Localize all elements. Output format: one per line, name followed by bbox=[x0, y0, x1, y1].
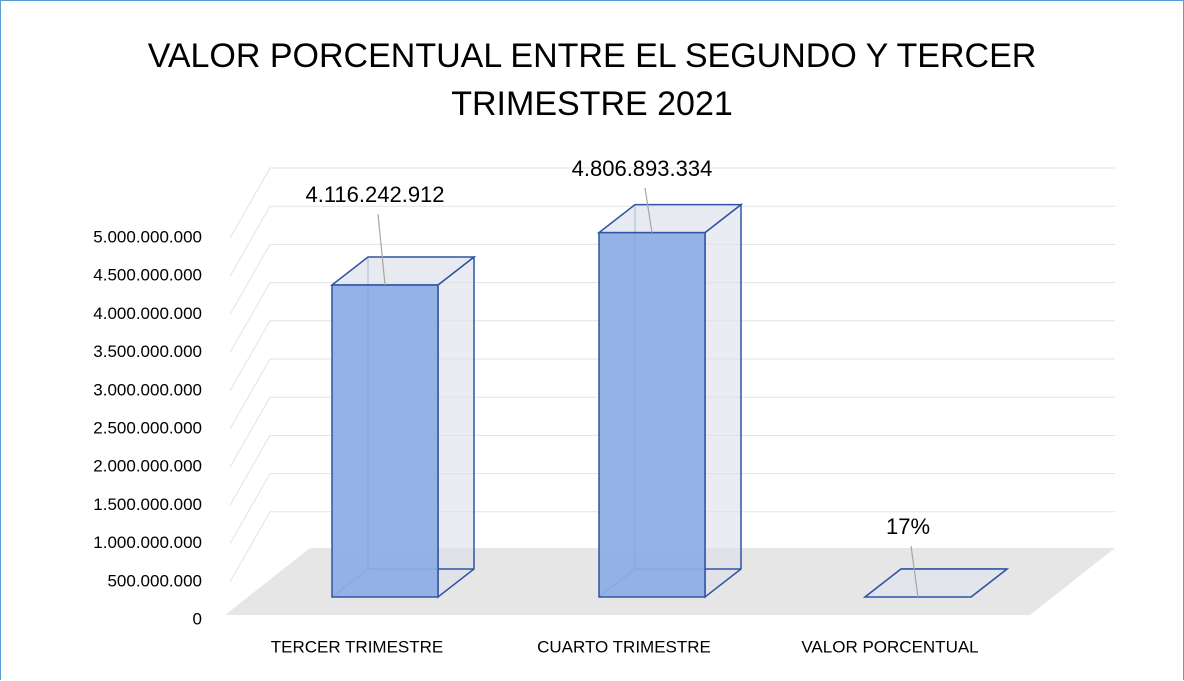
y-tick-label: 5.000.000.000 bbox=[93, 227, 202, 246]
grid-line bbox=[229, 205, 1115, 277]
leader-line bbox=[910, 545, 919, 598]
y-tick-label: 4.500.000.000 bbox=[93, 266, 202, 285]
grid-line bbox=[229, 243, 1115, 315]
y-tick-label: 0 bbox=[193, 609, 202, 628]
bar-side bbox=[704, 203, 742, 599]
bar bbox=[331, 284, 439, 598]
bar-top bbox=[862, 568, 1010, 598]
grid-line bbox=[229, 511, 1115, 583]
leader-line bbox=[644, 187, 653, 233]
data-label: 4.806.893.334 bbox=[572, 156, 713, 181]
data-label: 17% bbox=[886, 514, 930, 539]
chart-title: VALOR PORCENTUAL ENTRE EL SEGUNDO Y TERC… bbox=[147, 37, 1037, 123]
data-label: 4.116.242.912 bbox=[305, 182, 444, 207]
grid-line bbox=[229, 282, 1115, 353]
bar-side bbox=[437, 255, 475, 599]
y-tick-label: 1.500.000.000 bbox=[93, 495, 202, 514]
x-tick-label: TERCER TRIMESTRE bbox=[271, 637, 444, 656]
grid-line bbox=[229, 473, 1115, 544]
y-tick-label: 3.000.000.000 bbox=[93, 380, 202, 399]
bar bbox=[598, 231, 706, 598]
y-tick-label: 500.000.000 bbox=[107, 571, 202, 590]
y-tick-label: 3.500.000.000 bbox=[93, 342, 202, 361]
grid-line bbox=[229, 167, 1115, 239]
grid-line bbox=[229, 396, 1115, 468]
grid-line bbox=[229, 358, 1115, 430]
leader-line bbox=[377, 213, 386, 286]
grid-line bbox=[229, 320, 1115, 392]
y-tick-label: 2.500.000.000 bbox=[93, 418, 202, 437]
y-tick-label: 2.000.000.000 bbox=[93, 457, 202, 476]
x-tick-label: VALOR PORCENTUAL bbox=[801, 637, 978, 656]
y-tick-label: 1.000.000.000 bbox=[93, 533, 202, 552]
x-tick-label: CUARTO TRIMESTRE bbox=[537, 637, 711, 656]
grid-line bbox=[229, 434, 1115, 506]
y-tick-label: 4.000.000.000 bbox=[93, 304, 202, 323]
